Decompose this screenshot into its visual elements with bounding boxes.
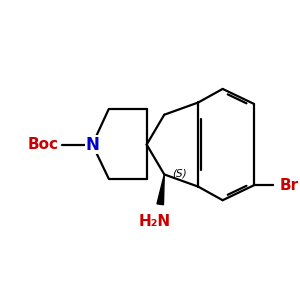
Text: H₂N: H₂N: [139, 214, 171, 229]
Text: Br: Br: [280, 178, 299, 193]
Text: (S): (S): [172, 168, 187, 178]
Text: Boc: Boc: [27, 137, 58, 152]
Polygon shape: [157, 174, 164, 205]
Text: N: N: [85, 136, 99, 154]
